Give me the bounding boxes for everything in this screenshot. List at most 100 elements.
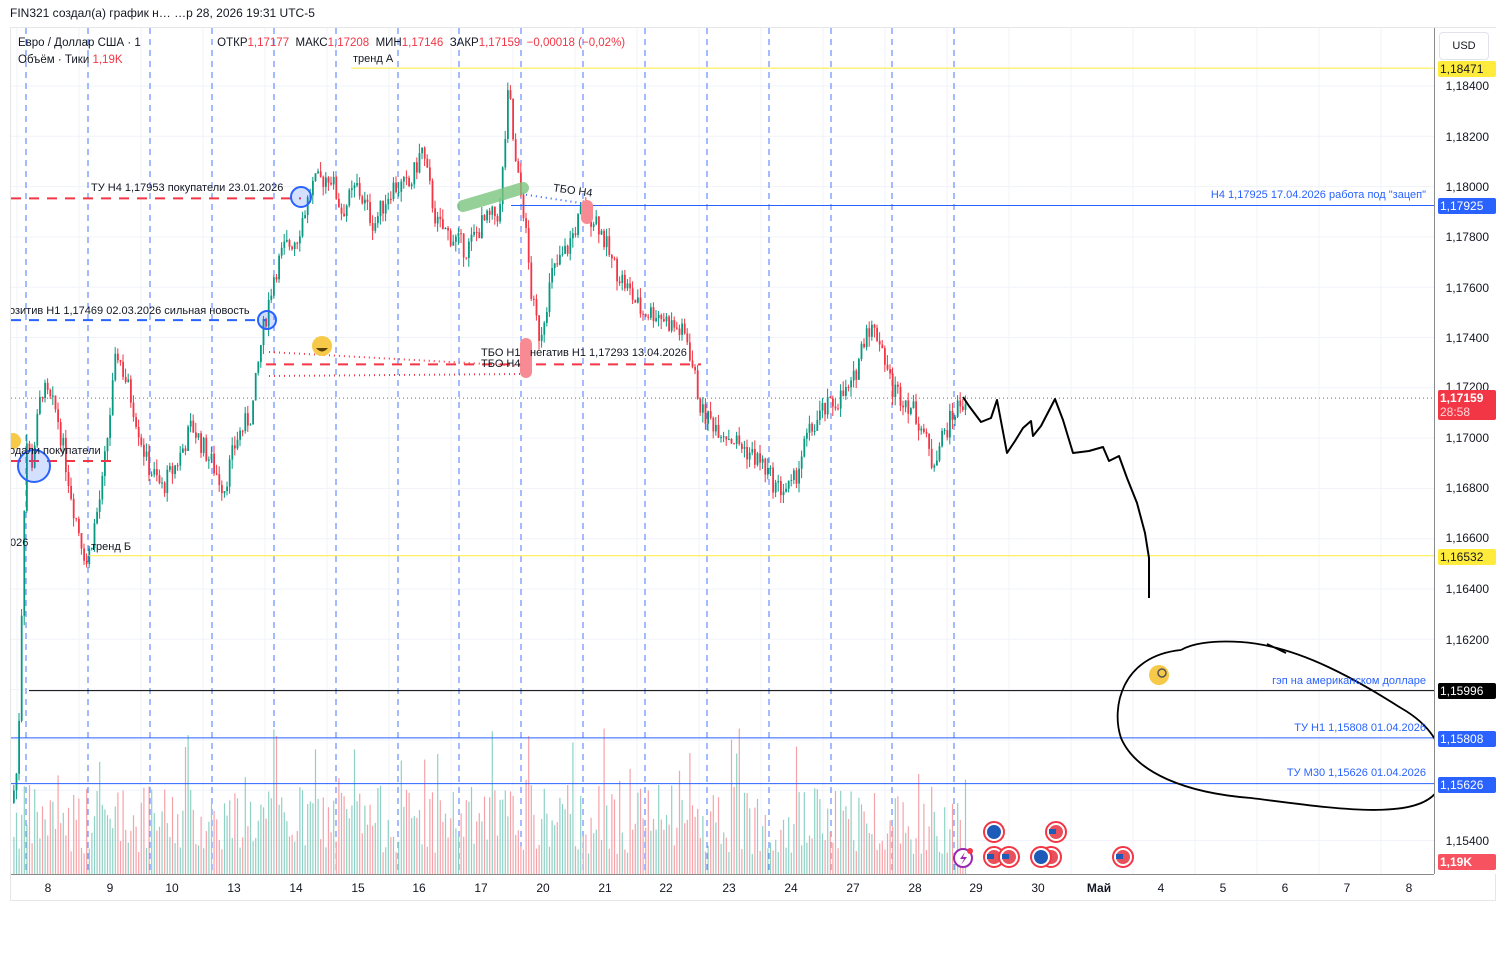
- candle-body: [462, 233, 465, 258]
- candle-body: [314, 173, 317, 181]
- volume-bar: [621, 832, 623, 874]
- time-tick: 5: [1219, 881, 1227, 895]
- level-badge-h4[interactable]: 1,17925: [1438, 198, 1496, 214]
- tu-h1-label[interactable]: ТУ Н1 1,15808 01.04.2026: [1294, 722, 1426, 734]
- tu-h4-label[interactable]: ТУ Н4 1,17953 покупатели 23.01.2026: [91, 182, 284, 194]
- volume-bar: [190, 790, 192, 874]
- volume-bar: [689, 753, 691, 874]
- volume-bar: [634, 823, 636, 874]
- sold-buyers-label[interactable]: одали покупатели: [11, 445, 101, 457]
- volume-bar: [561, 803, 564, 874]
- time-tick: 14: [289, 881, 303, 895]
- candle-body: [31, 449, 33, 468]
- candle-body: [140, 437, 143, 445]
- volume-bar: [145, 847, 148, 874]
- symbol-name[interactable]: Евро / Доллар США · 1: [18, 37, 141, 49]
- volume-bar: [348, 818, 350, 874]
- volume-bar: [842, 810, 844, 874]
- volume-bar: [366, 824, 369, 874]
- candle-body: [813, 430, 816, 432]
- volume-bar: [759, 850, 761, 874]
- candle-body: [618, 281, 621, 284]
- volume-bar: [845, 806, 847, 874]
- time-axis[interactable]: 8 9 10 13 14 15 16 17 20 21 22 23 24 27 …: [11, 874, 1434, 901]
- candle-body: [634, 299, 637, 303]
- volume-label[interactable]: Объём · Тики: [18, 54, 90, 66]
- volume-bar: [681, 799, 683, 874]
- level-badge-tu-m30[interactable]: 1,15626: [1438, 777, 1496, 793]
- candle-body: [894, 384, 897, 397]
- volume-bar: [889, 820, 891, 874]
- volume-bar: [86, 788, 88, 874]
- level-badge-trend-a[interactable]: 1,18471: [1438, 61, 1496, 77]
- candle-body: [756, 453, 759, 465]
- candle-body: [163, 482, 166, 494]
- candle-body: [956, 400, 959, 417]
- candle-body: [837, 408, 839, 410]
- volume-bar: [720, 843, 722, 874]
- candle-body: [83, 548, 85, 561]
- volume-bar: [899, 843, 902, 874]
- tbo-h4-low-label[interactable]: ТБО Н4: [481, 358, 521, 370]
- candle-body: [54, 395, 57, 410]
- level-badge-gap[interactable]: 1,15996: [1438, 683, 1496, 699]
- tbo-h1-label[interactable]: ТБО Н1: [481, 347, 521, 359]
- monocle-emoji-icon: [1157, 668, 1167, 678]
- tu-m30-label[interactable]: ТУ М30 1,15626 01.04.2026: [1286, 767, 1426, 779]
- candle-body: [785, 488, 787, 492]
- volume-bar: [769, 842, 772, 874]
- volume-bar: [717, 797, 720, 874]
- volume-bar: [499, 799, 501, 874]
- candle-body: [962, 406, 964, 410]
- volume-bar: [52, 801, 54, 874]
- price-plot[interactable]: [11, 28, 1434, 874]
- candle-body: [210, 453, 213, 460]
- candle-body: [150, 474, 153, 476]
- volume-bar: [928, 826, 930, 874]
- trend-a-label[interactable]: тренд А: [353, 53, 394, 65]
- candle-body: [691, 360, 694, 367]
- candle-body: [252, 400, 254, 425]
- candle-body: [182, 448, 184, 453]
- h4-zacep-label[interactable]: Н4 1,17925 17.04.2026 работа под "зацеп": [1210, 189, 1426, 201]
- candle-body: [132, 402, 135, 418]
- volume-bar: [642, 818, 644, 874]
- positive-h1-label[interactable]: озитив Н1 1,17469 02.03.2026 сильная нов…: [11, 305, 250, 317]
- volume-badge[interactable]: 1,19K: [1438, 854, 1496, 870]
- candle-body: [369, 202, 371, 224]
- candle-body: [143, 444, 145, 457]
- volume-bar: [881, 840, 883, 874]
- price-tick: 1,16400: [1445, 582, 1489, 596]
- time-tick: 8: [44, 881, 52, 895]
- gap-usd-label[interactable]: гэп на американском долларе: [1272, 675, 1426, 687]
- price-axis[interactable]: USD 1,18400 1,18200 1,18000 1,17800 1,17…: [1434, 28, 1496, 874]
- level-badge-trend-b[interactable]: 1,16532: [1438, 549, 1496, 565]
- volume-bar: [379, 785, 382, 874]
- currency-button[interactable]: USD: [1439, 32, 1489, 60]
- volume-bar: [104, 809, 106, 874]
- candle-body: [644, 314, 647, 317]
- candle-body: [78, 518, 80, 534]
- candle-body: [839, 390, 842, 409]
- volume-bar: [741, 849, 743, 874]
- volume-bar: [359, 793, 361, 874]
- volume-bar: [286, 821, 288, 874]
- volume-bar: [715, 822, 717, 874]
- candle-body: [800, 456, 803, 469]
- volume-bar: [260, 804, 262, 874]
- candle-body: [356, 183, 358, 186]
- volume-bar: [652, 818, 655, 874]
- level-badge-tu-h1[interactable]: 1,15808: [1438, 731, 1496, 747]
- time-tick: 6: [1281, 881, 1289, 895]
- negative-h1-label[interactable]: негатив Н1 1,17293 13.04.2026: [530, 347, 687, 359]
- volume-bar: [26, 824, 28, 874]
- volume-bar: [585, 834, 587, 874]
- us-event-icon: [1049, 829, 1056, 834]
- volume-bar: [335, 841, 337, 874]
- candle-body: [312, 180, 314, 196]
- last-price-badge[interactable]: 1,17159 28:58: [1438, 390, 1496, 420]
- candle-body: [608, 236, 611, 256]
- chart-pane[interactable]: Евро / Доллар США · 1 ОТКР1,17177 МАКС1,…: [11, 28, 1434, 874]
- candle-body: [514, 139, 517, 162]
- trend-b-label[interactable]: тренд Б: [91, 541, 132, 553]
